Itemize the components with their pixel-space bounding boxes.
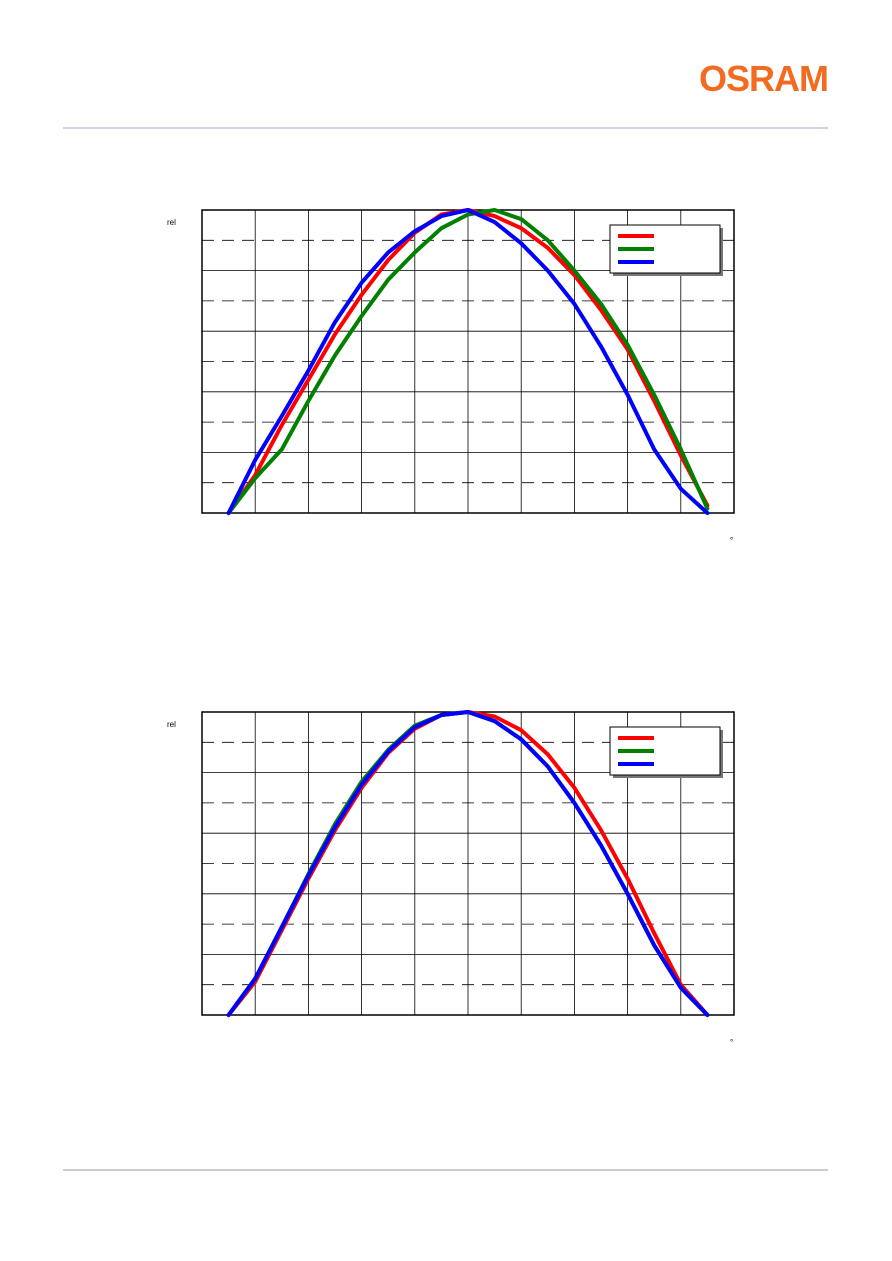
x-axis-label: ° <box>730 536 733 545</box>
chart: rel ° <box>167 208 735 545</box>
y-axis-label: rel <box>167 218 176 227</box>
series-line <box>226 208 710 515</box>
x-axis-label: ° <box>730 1038 733 1047</box>
series-line <box>226 208 710 515</box>
series-line <box>226 710 710 1017</box>
y-axis-label: rel <box>167 720 176 729</box>
logo: OSRAM <box>699 58 828 99</box>
chart: rel ° <box>167 710 735 1047</box>
